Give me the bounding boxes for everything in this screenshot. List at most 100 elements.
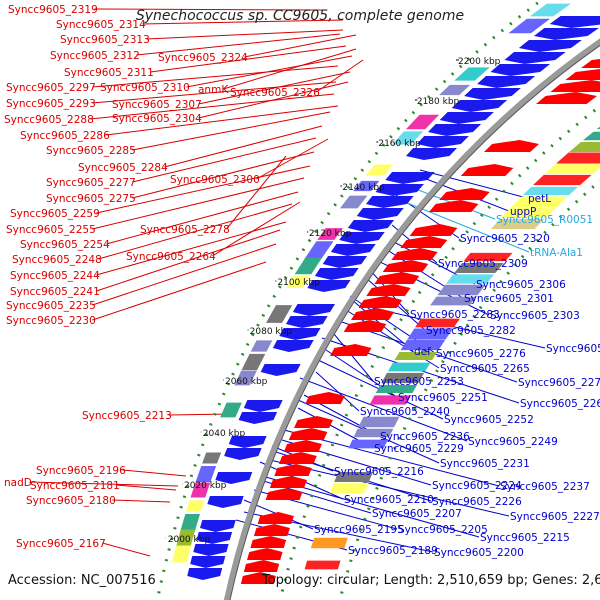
left-label-connector <box>244 34 357 58</box>
left-gene-label: Syncc9605_2314 <box>56 19 146 31</box>
left-label-connector <box>92 243 277 306</box>
left-label-connector <box>132 111 331 151</box>
gene-feature-block <box>329 482 369 494</box>
gene-feature-block <box>400 339 446 351</box>
reverse-gene-arrow <box>347 220 395 232</box>
gene-feature-block <box>463 252 513 262</box>
reverse-gene-arrow <box>518 40 582 52</box>
left-label-connector <box>96 229 281 292</box>
reverse-gene-arrow <box>365 196 414 208</box>
left-label-connector <box>106 191 299 245</box>
left-label-connector <box>146 29 344 40</box>
reverse-gene-arrow <box>279 328 321 340</box>
left-label-connector <box>116 484 177 491</box>
forward-gene-arrow <box>565 69 600 80</box>
right-gene-label: Syncc9605_2266 <box>520 398 600 410</box>
forward-gene-arrow <box>343 320 387 332</box>
gene-feature-block <box>529 3 571 17</box>
gene-feature-block <box>522 186 578 196</box>
left-label-connector <box>168 413 233 416</box>
scale-tick-label: 2020 kbp <box>184 481 227 491</box>
right-gene-label: Syncc9605_2301 <box>464 293 554 305</box>
left-label-connector <box>256 138 329 180</box>
forward-gene-arrow <box>400 236 448 248</box>
forward-gene-arrow <box>274 464 312 476</box>
forward-gene-arrow <box>294 416 333 428</box>
forward-gene-arrow <box>409 224 458 236</box>
right-gene-label: Syncc9605_2299 <box>546 343 600 355</box>
left-gene-label: anmK <box>198 84 229 96</box>
genome-ring <box>155 0 600 600</box>
gene-feature-block <box>387 362 431 372</box>
reverse-gene-arrow <box>196 532 233 544</box>
topology-summary: Topology: circular; Length: 2,510,659 bp… <box>262 573 600 588</box>
gene-feature-block <box>508 18 551 34</box>
scale-tick-label: 2160 kbp <box>378 139 421 149</box>
gene-feature-block <box>375 384 417 394</box>
left-gene-label: Syncc9605_2304 <box>112 113 202 125</box>
left-gene-label: Syncc9605_2230 <box>6 315 96 327</box>
dotted-guide-ring <box>338 179 600 600</box>
forward-gene-arrow <box>351 308 395 320</box>
gene-feature-block <box>407 328 453 340</box>
reverse-gene-arrow <box>405 148 458 160</box>
right-gene-label: Syncc9605_2205 <box>398 524 488 536</box>
gene-feature-block <box>220 402 242 418</box>
reverse-gene-arrow <box>260 364 301 376</box>
gene-feature-block <box>317 228 343 240</box>
left-gene-label: Syncc9605_2277 <box>46 177 136 189</box>
right-gene-label: Syncc9605_2309 <box>438 258 528 270</box>
forward-gene-arrow <box>283 440 322 452</box>
right-gene-label: tRNA-Ala1 <box>530 247 583 259</box>
forward-gene-arrow <box>536 92 598 104</box>
right-gene-label: Syncc9605_2252 <box>444 414 534 426</box>
right-gene-label: Syncc9605_2189 <box>348 545 438 557</box>
right-gene-label: Syncc9605_2251 <box>398 392 488 404</box>
scale-tick-label: 2040 kbp <box>203 429 246 439</box>
left-gene-label: Syncc9605_2278 <box>140 224 230 236</box>
right-gene-label: Syncc9605_2237 <box>500 481 590 493</box>
left-label-connector <box>29 481 179 487</box>
right-gene-label: Syncc9605_2303 <box>490 310 580 322</box>
left-label-connector <box>316 59 364 93</box>
gene-feature-block <box>582 131 600 141</box>
forward-gene-arrow <box>247 548 283 560</box>
forward-gene-arrow <box>257 512 294 524</box>
forward-gene-arrow <box>581 59 600 68</box>
gene-feature-block <box>556 152 600 164</box>
right-gene-label: Syncc9605_2207 <box>372 508 462 520</box>
gene-feature-block <box>265 305 293 323</box>
forward-gene-arrow <box>374 272 420 284</box>
gene-feature-block <box>369 395 412 405</box>
right-gene-label: Syncc9605_2249 <box>468 436 558 448</box>
left-gene-label: Syncc9605_2288 <box>4 114 94 126</box>
scale-tick-label: 2060 kbp <box>225 377 268 387</box>
left-label-connector <box>223 48 357 90</box>
forward-gene-arrow <box>243 560 280 572</box>
left-gene-label: Syncc9605_2300 <box>170 174 260 186</box>
right-gene-label: Syncc9605_2236 <box>380 431 470 443</box>
gene-feature-block <box>241 353 266 371</box>
forward-gene-arrow <box>382 260 429 272</box>
gene-feature-block <box>569 141 600 153</box>
genome-backbone-edge <box>229 45 600 600</box>
gene-feature-block <box>510 196 568 208</box>
right-gene-label: Syncc9605_2229 <box>374 443 464 455</box>
left-gene-label: Syncc9605_2293 <box>6 98 96 110</box>
reverse-gene-arrow <box>272 340 314 352</box>
reverse-gene-arrow <box>356 208 404 220</box>
reverse-gene-arrow <box>322 256 368 268</box>
right-gene-label: Syncc9605_2283 <box>410 309 500 321</box>
reverse-gene-arrow <box>285 316 328 328</box>
gene-feature-block <box>334 472 374 482</box>
scale-tick-label: 2140 kbp <box>342 183 385 193</box>
gene-feature-block <box>353 180 380 192</box>
right-gene-label: uppP <box>510 206 536 218</box>
right-gene-label: Syncc9605_2271 <box>518 377 600 389</box>
gene-feature-block <box>596 126 600 130</box>
gene-feature-block <box>437 284 486 296</box>
reverse-gene-arrow <box>477 76 536 88</box>
gene-feature-block <box>446 274 495 284</box>
forward-gene-arrow <box>329 344 372 356</box>
